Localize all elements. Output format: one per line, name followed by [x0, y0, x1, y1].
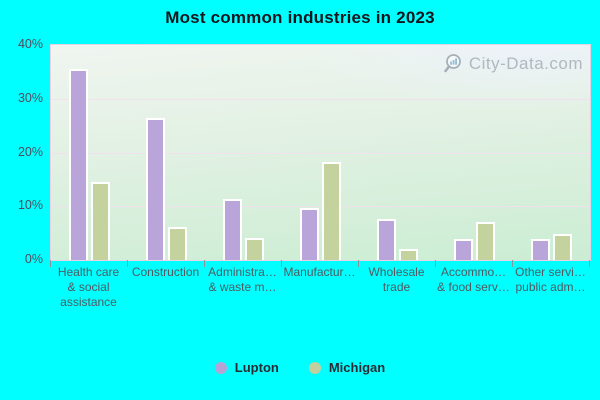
bar-michigan — [553, 234, 572, 260]
y-axis-labels: 40% 30% 20% 10% 0% — [0, 0, 46, 400]
legend: Lupton Michigan — [0, 360, 600, 375]
x-axis-category-label: Manufactur… — [283, 265, 356, 279]
x-axis-category-label: Health care & social assistance — [57, 265, 120, 309]
bar-michigan — [91, 182, 110, 260]
legend-swatch-icon — [214, 361, 227, 374]
bar-group — [436, 45, 513, 260]
x-axis-tick — [512, 260, 513, 267]
bar-michigan — [168, 226, 187, 260]
bar-lupton — [146, 118, 165, 260]
bar-group — [282, 45, 359, 260]
bar-groups — [51, 45, 590, 260]
x-axis-tick — [50, 260, 51, 267]
legend-label: Michigan — [328, 360, 386, 375]
gridline-30 — [51, 98, 590, 100]
bar-lupton — [531, 239, 550, 260]
x-axis-category-label: Construction — [131, 265, 200, 279]
x-axis-category-label: Other servi… public adm… — [515, 265, 586, 294]
bar-lupton — [454, 239, 473, 260]
x-axis-tick — [281, 260, 282, 267]
bar-group — [128, 45, 205, 260]
chart-title: Most common industries in 2023 — [165, 8, 435, 27]
city-data-logo-icon — [444, 54, 461, 73]
plot-area: City-Data.com — [50, 44, 591, 261]
bar-group — [205, 45, 282, 260]
bar-michigan — [399, 248, 418, 260]
bar-michigan — [245, 238, 264, 260]
x-axis-tick — [127, 260, 128, 267]
gridline-20 — [51, 152, 590, 154]
gridline-10 — [51, 206, 590, 208]
bar-michigan — [476, 222, 495, 260]
y-axis-tick-label: 40% — [17, 37, 43, 51]
x-axis-category-label: Accommo… & food serv… — [437, 265, 510, 294]
y-axis-tick-label: 0% — [24, 252, 43, 266]
x-axis-tick — [435, 260, 436, 267]
x-axis-tick — [358, 260, 359, 267]
y-axis-tick-label: 10% — [17, 198, 43, 213]
bar-group — [359, 45, 436, 260]
bar-lupton — [300, 208, 319, 260]
x-axis-category-label: Administra… & waste m… — [208, 265, 277, 294]
x-axis-tick — [204, 260, 205, 267]
x-axis-category-label: Wholesale trade — [368, 265, 425, 294]
x-axis-tick — [589, 260, 590, 267]
bar-group — [513, 45, 590, 260]
y-axis-tick-label: 20% — [17, 144, 43, 159]
y-axis-tick-label: 30% — [17, 90, 43, 105]
watermark-text: City-Data.com — [468, 54, 583, 73]
legend-item-lupton: Lupton — [214, 360, 279, 375]
bar-lupton — [223, 198, 242, 260]
bar-group — [51, 45, 128, 260]
legend-item-michigan: Michigan — [308, 360, 386, 375]
legend-label: Lupton — [234, 360, 279, 375]
legend-swatch-icon — [308, 361, 321, 374]
bar-michigan — [322, 161, 341, 260]
bar-lupton — [377, 218, 396, 260]
bar-lupton — [69, 68, 88, 260]
watermark: City-Data.com — [443, 52, 583, 76]
